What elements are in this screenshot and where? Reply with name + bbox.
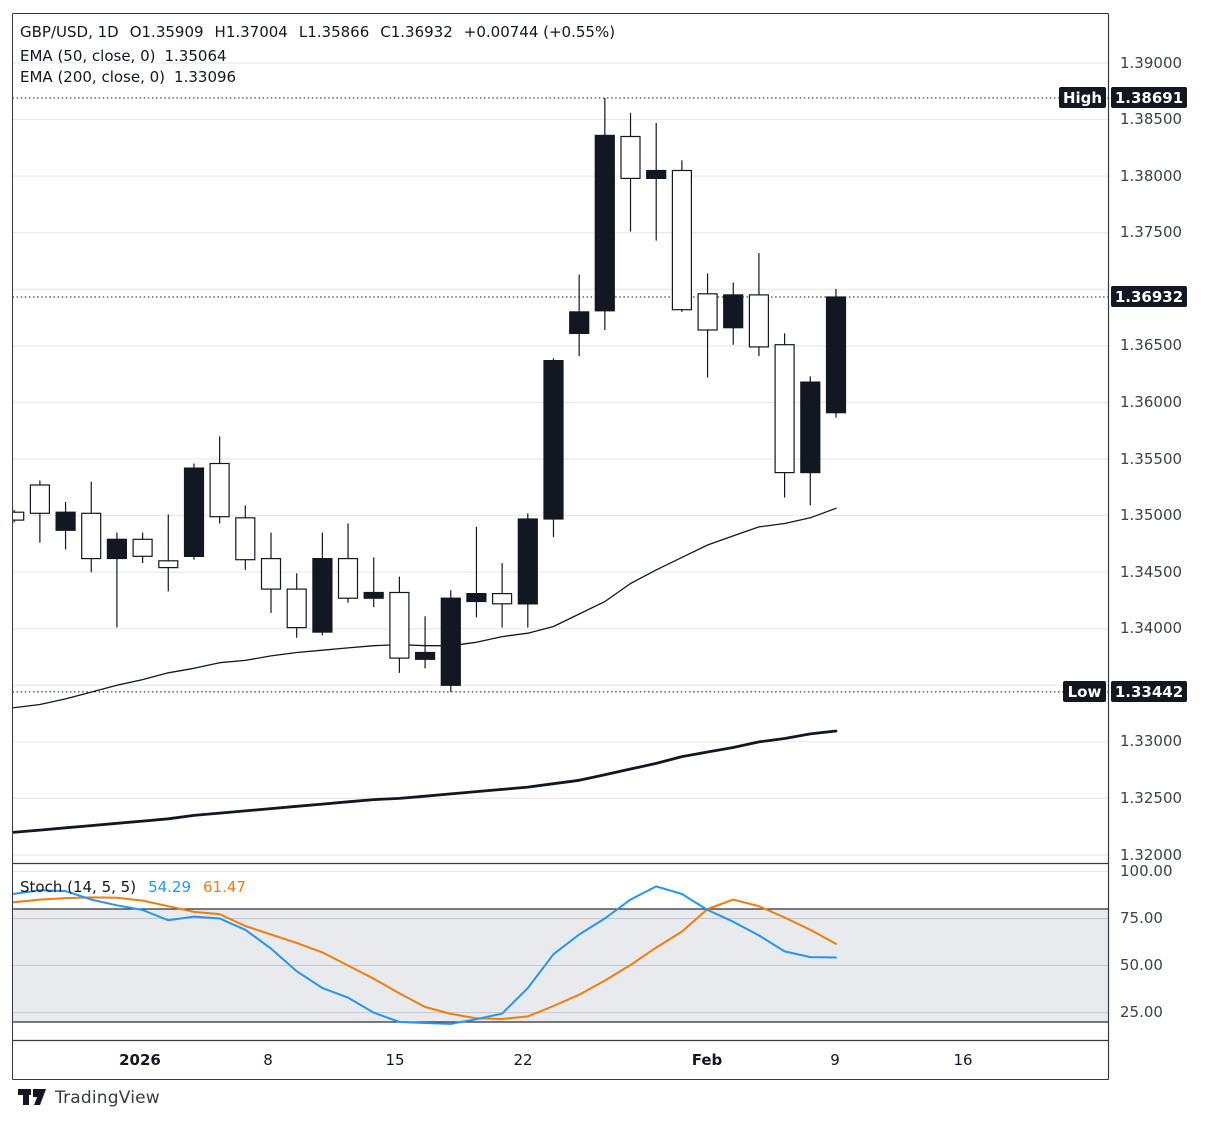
time-axis-label: 9 <box>830 1051 840 1069</box>
price-axis-label: 1.36500 <box>1120 336 1183 355</box>
price-axis-label: 1.39000 <box>1120 53 1183 72</box>
stoch-lines <box>12 885 837 1025</box>
last-price-badge: 1.36932 <box>1111 286 1187 308</box>
time-axis-label: 16 <box>953 1051 973 1069</box>
ema200-legend-row[interactable]: EMA (200, close, 0) 1.33096 <box>20 68 236 86</box>
ema200-value: 1.33096 <box>174 68 237 86</box>
legend-open: O1.35909 <box>129 23 204 41</box>
price-axis-label: 1.32500 <box>1120 788 1183 807</box>
time-axis-label: 8 <box>263 1051 273 1069</box>
symbol-title: GBP/USD, 1D <box>20 23 119 41</box>
tradingview-attribution-text: TradingView <box>55 1088 160 1108</box>
symbol-legend-row[interactable]: GBP/USD, 1D O1.35909 H1.37004 L1.35866 C… <box>20 23 615 41</box>
time-axis-label: Feb <box>691 1051 723 1069</box>
stoch-label: Stoch (14, 5, 5) <box>20 878 137 896</box>
high-label-badge: High <box>1059 87 1106 109</box>
pane-borders <box>12 13 1110 1080</box>
price-axis-label: 1.35500 <box>1120 449 1183 468</box>
ema200-label: EMA (200, close, 0) <box>20 68 166 86</box>
ema50-legend-row[interactable]: EMA (50, close, 0) 1.35064 <box>20 47 227 65</box>
stoch-d-value: 61.47 <box>203 878 246 896</box>
price-axis-label: 1.38000 <box>1120 166 1183 185</box>
time-axis-label: 15 <box>385 1051 405 1069</box>
price-axis-label: 1.37500 <box>1120 223 1183 242</box>
price-axis-label: 1.34000 <box>1120 619 1183 638</box>
stoch-axis-label: 100.00 <box>1120 861 1173 880</box>
ema50-label: EMA (50, close, 0) <box>20 47 156 65</box>
high-price-badge: 1.38691 <box>1111 87 1187 109</box>
price-axis-label: 1.33000 <box>1120 732 1183 751</box>
stoch-axis-label: 75.00 <box>1120 908 1163 927</box>
price-axis-label: 1.36000 <box>1120 392 1183 411</box>
candles-layer <box>12 97 847 692</box>
tradingview-attribution[interactable]: TradingView <box>18 1088 160 1108</box>
price-axis-label: 1.38500 <box>1120 110 1183 129</box>
price-axis-label: 1.34500 <box>1120 562 1183 581</box>
low-price-badge: 1.33442 <box>1111 681 1187 703</box>
stoch-k-value: 54.29 <box>148 878 192 896</box>
price-gridlines <box>12 62 1109 856</box>
stoch-legend-row[interactable]: Stoch (14, 5, 5) 54.29 61.47 <box>20 878 246 896</box>
legend-close: C1.36932 <box>380 23 453 41</box>
ema50-value: 1.35064 <box>164 47 227 65</box>
price-axis-label: 1.32000 <box>1120 845 1183 864</box>
tradingview-logo-icon <box>18 1089 46 1105</box>
low-label-badge: Low <box>1063 681 1106 703</box>
stoch-axis-label: 25.00 <box>1120 1003 1163 1022</box>
legend-low: L1.35866 <box>298 23 370 41</box>
stoch-axis-label: 50.00 <box>1120 956 1163 975</box>
ema-lines <box>12 507 838 834</box>
time-axis-label: 2026 <box>119 1051 161 1069</box>
price-axis-label: 1.35000 <box>1120 506 1183 525</box>
legend-high: H1.37004 <box>214 23 288 41</box>
time-axis-label: 22 <box>513 1051 533 1069</box>
legend-change: +0.00744 (+0.55%) <box>463 23 616 41</box>
